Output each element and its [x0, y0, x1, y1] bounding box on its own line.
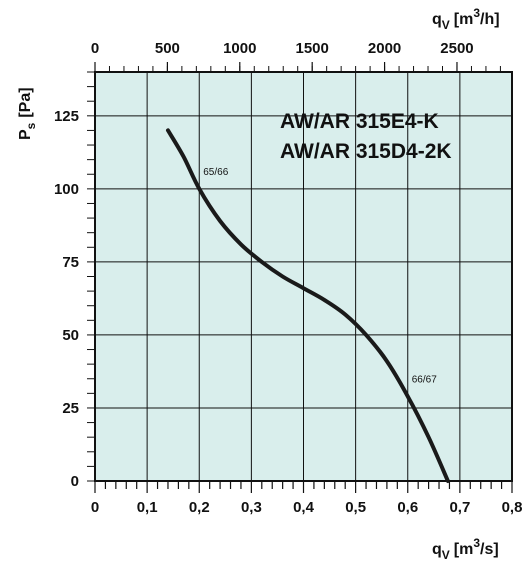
x-tick-label: 0,3: [241, 499, 262, 516]
y-tick-label: 75: [62, 254, 79, 271]
x2-tick-label: 500: [155, 40, 180, 57]
x2-tick-label: 2500: [440, 40, 473, 57]
model-label-1: AW/AR 315E4-K: [280, 110, 439, 133]
x2-tick-label: 0: [91, 40, 99, 57]
x-tick-label: 0,4: [293, 499, 315, 516]
plot-frame: [94, 71, 513, 482]
series-line: [166, 128, 450, 483]
x-tick-label: 0,7: [449, 499, 470, 516]
x2-tick-label: 1500: [296, 40, 329, 57]
x-tick-label: 0,2: [189, 499, 210, 516]
minor-ticks: [87, 62, 513, 493]
y-axis-title: Ps[Pa]: [17, 87, 38, 140]
y-tick-label: 25: [62, 400, 79, 417]
y-tick-label: 0: [71, 473, 79, 490]
y-tick-label: 125: [54, 108, 79, 125]
x-tick-label: 0,5: [345, 499, 366, 516]
y-tick-label: 100: [54, 181, 79, 198]
x-tick-label: 0,1: [137, 499, 158, 516]
x-tick-label: 0,8: [502, 499, 523, 516]
tick-labels: 0 0,1 0,2 0,3 0,4 0,5 0,6 0,7 0,80 500 1000 1500 200…: [54, 40, 522, 516]
y-tick-label: 50: [62, 327, 79, 344]
point-annotation: 66/67: [412, 374, 437, 385]
x2-tick-label: 2000: [368, 40, 401, 57]
x-tick-label: 0: [91, 499, 99, 516]
x2-axis-title: qV [m3/h]: [432, 6, 500, 32]
point-annotation: 65/66: [203, 167, 228, 178]
x2-tick-label: 1000: [223, 40, 256, 57]
model-label-2: AW/AR 315D4-2K: [280, 140, 452, 163]
x-tick-label: 0,6: [397, 499, 418, 516]
x-axis-title: qV [m3/s]: [432, 536, 499, 562]
